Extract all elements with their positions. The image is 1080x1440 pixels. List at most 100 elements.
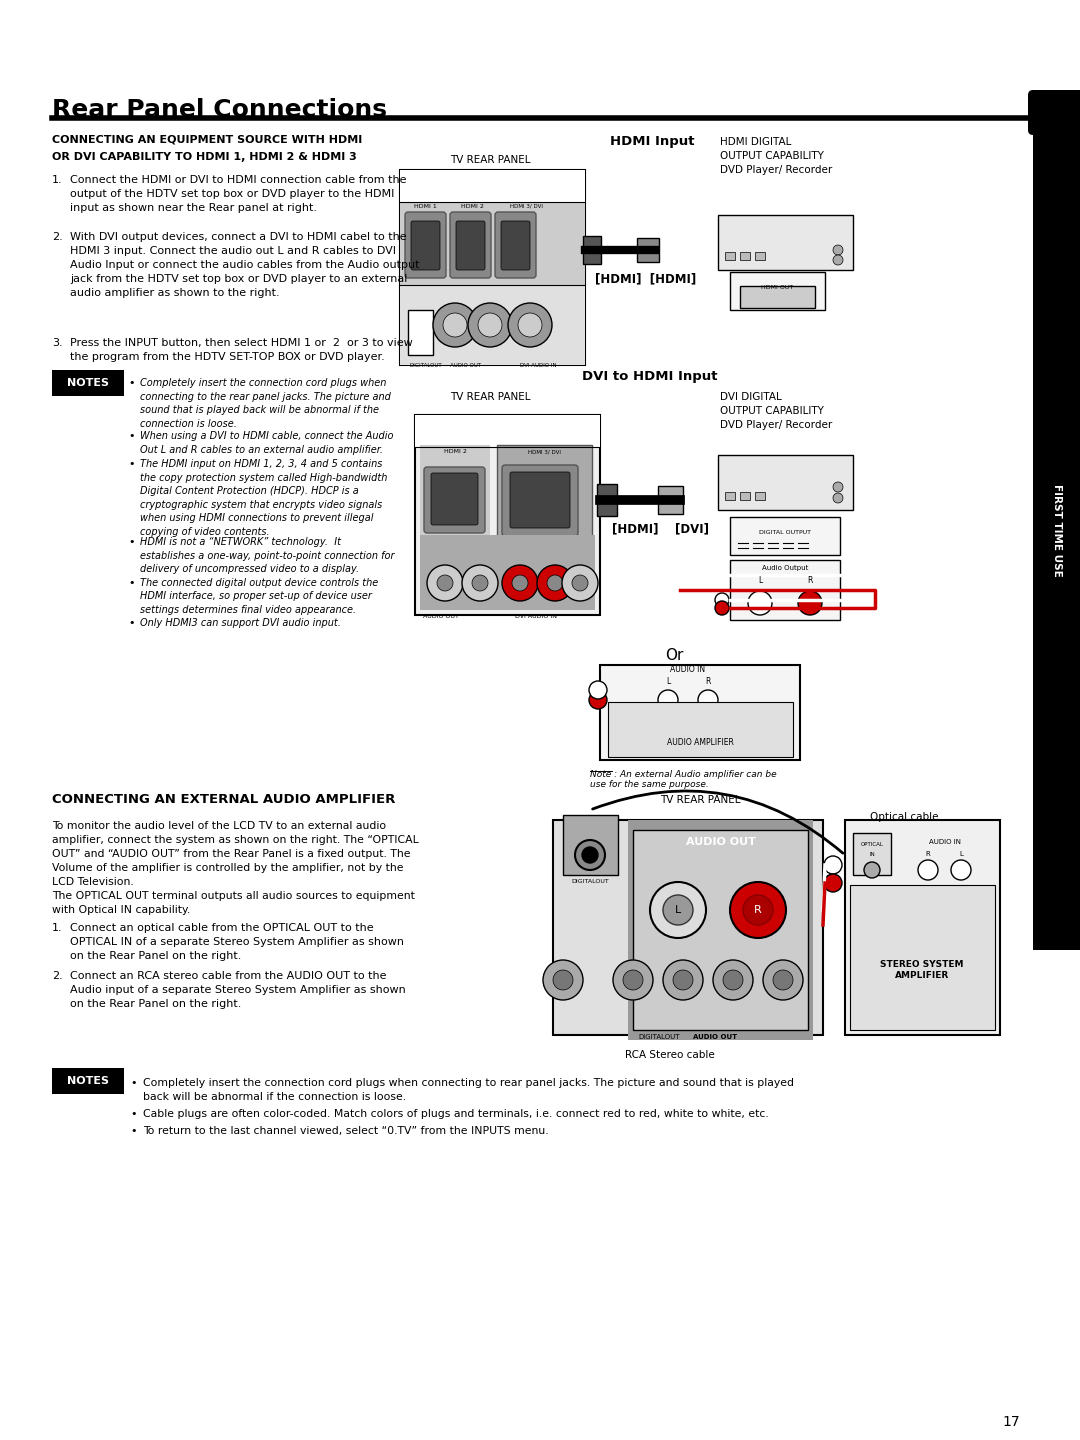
Circle shape [833, 482, 843, 492]
Bar [497, 445, 592, 540]
Text: FIRST TIME USE: FIRST TIME USE [1052, 484, 1062, 576]
Text: 17: 17 [1002, 1416, 1020, 1428]
Circle shape [864, 863, 880, 878]
FancyBboxPatch shape [1028, 89, 1080, 135]
Text: Only HDMI3 can support DVI audio input.: Only HDMI3 can support DVI audio input. [140, 618, 341, 628]
Circle shape [743, 896, 773, 924]
Text: •: • [130, 1126, 136, 1136]
Text: L: L [758, 576, 762, 585]
Text: R: R [808, 576, 812, 585]
Text: To monitor the audio level of the LCD TV to an external audio
amplifier, connect: To monitor the audio level of the LCD TV… [52, 821, 419, 914]
Circle shape [553, 971, 573, 991]
Bar [400, 170, 585, 364]
Text: DIGITALOUT: DIGITALOUT [638, 1034, 679, 1040]
Text: Connect an optical cable from the OPTICAL OUT to the
OPTICAL IN of a separate St: Connect an optical cable from the OPTICA… [70, 923, 404, 960]
Text: When using a DVI to HDMI cable, connect the Audio
Out L and R cables to an exter: When using a DVI to HDMI cable, connect … [140, 431, 393, 455]
Text: 2.: 2. [52, 232, 63, 242]
Circle shape [546, 575, 563, 590]
Bar [400, 202, 585, 285]
Text: HDMI 2: HDMI 2 [460, 204, 484, 209]
Bar [633, 829, 808, 1030]
Bar [755, 252, 765, 261]
Circle shape [443, 312, 467, 337]
Text: RCA Stereo cable: RCA Stereo cable [625, 1050, 715, 1060]
Circle shape [562, 564, 598, 600]
Text: DIGITALOUT: DIGITALOUT [410, 363, 443, 369]
Bar [608, 701, 793, 757]
Text: HDMI 1: HDMI 1 [414, 204, 436, 209]
Text: TV REAR PANEL: TV REAR PANEL [449, 156, 530, 166]
Circle shape [773, 971, 793, 991]
Text: •: • [129, 459, 135, 469]
Text: L: L [666, 677, 670, 685]
Text: Connect an RCA stereo cable from the AUDIO OUT to the
Audio input of a separate : Connect an RCA stereo cable from the AUD… [70, 971, 406, 1009]
Circle shape [715, 600, 729, 615]
Text: OR DVI CAPABILITY TO HDMI 1, HDMI 2 & HDMI 3: OR DVI CAPABILITY TO HDMI 1, HDMI 2 & HD… [52, 153, 356, 161]
Circle shape [918, 860, 939, 880]
Text: AUDIO OUT: AUDIO OUT [693, 1034, 738, 1040]
Text: DIGITAL OUTPUT: DIGITAL OUTPUT [759, 530, 811, 536]
Circle shape [713, 960, 753, 999]
Bar [725, 492, 735, 500]
Circle shape [798, 590, 822, 615]
Text: 1.: 1. [52, 176, 63, 184]
FancyBboxPatch shape [405, 212, 446, 278]
Circle shape [437, 575, 453, 590]
Circle shape [762, 960, 804, 999]
Bar [415, 415, 600, 615]
FancyBboxPatch shape [52, 1068, 124, 1094]
Bar [845, 819, 1000, 1035]
Bar [850, 886, 995, 1030]
Bar [600, 665, 800, 760]
Text: DIGITALOUT: DIGITALOUT [571, 878, 609, 884]
Circle shape [824, 874, 842, 891]
Bar [730, 272, 825, 310]
Text: •: • [130, 1109, 136, 1119]
FancyBboxPatch shape [456, 220, 485, 271]
Text: R: R [754, 904, 761, 914]
Text: Cable plugs are often color-coded. Match colors of plugs and terminals, i.e. con: Cable plugs are often color-coded. Match… [143, 1109, 769, 1119]
Text: NOTES: NOTES [67, 1076, 109, 1086]
Circle shape [663, 896, 693, 924]
Text: CONNECTING AN EXTERNAL AUDIO AMPLIFIER: CONNECTING AN EXTERNAL AUDIO AMPLIFIER [52, 793, 395, 806]
Text: DVI AUDIO IN: DVI AUDIO IN [519, 363, 556, 369]
Text: Note : An external Audio amplifier can be
use for the same purpose.: Note : An external Audio amplifier can b… [590, 770, 777, 789]
Bar [730, 517, 840, 554]
Bar [597, 484, 617, 516]
Circle shape [730, 881, 786, 937]
Bar [725, 252, 735, 261]
Circle shape [508, 302, 552, 347]
Circle shape [582, 847, 598, 863]
FancyBboxPatch shape [495, 212, 536, 278]
Circle shape [502, 564, 538, 600]
Bar [420, 536, 595, 611]
Text: CONNECTING AN EQUIPMENT SOURCE WITH HDMI: CONNECTING AN EQUIPMENT SOURCE WITH HDMI [52, 135, 362, 145]
Circle shape [658, 690, 678, 710]
Text: With DVI output devices, connect a DVI to HDMI cabel to the
HDMI 3 input. Connec: With DVI output devices, connect a DVI t… [70, 232, 419, 298]
Text: AUDIO OUT: AUDIO OUT [423, 613, 459, 619]
FancyBboxPatch shape [450, 212, 491, 278]
Circle shape [512, 575, 528, 590]
Circle shape [833, 492, 843, 503]
Bar [400, 285, 585, 364]
Bar [408, 310, 433, 356]
Bar [740, 492, 750, 500]
Text: •: • [129, 618, 135, 628]
Text: DVI AUDIO IN: DVI AUDIO IN [515, 613, 557, 619]
FancyBboxPatch shape [424, 467, 485, 533]
Bar [420, 445, 490, 536]
Circle shape [478, 312, 502, 337]
Circle shape [427, 564, 463, 600]
Bar [415, 415, 600, 446]
Bar [730, 560, 840, 621]
Text: To return to the last channel viewed, select “0.TV” from the INPUTS menu.: To return to the last channel viewed, se… [143, 1126, 549, 1136]
Text: Rear Panel Connections: Rear Panel Connections [52, 98, 387, 122]
Text: •: • [130, 1079, 136, 1089]
Bar [553, 819, 823, 1035]
Text: HDMI 3/ DVI: HDMI 3/ DVI [528, 449, 562, 454]
Circle shape [589, 691, 607, 708]
Text: L: L [675, 904, 681, 914]
Text: •: • [129, 537, 135, 547]
Text: HDMI is not a “NETWORK” technology.  It
establishes a one-way, point-to-point co: HDMI is not a “NETWORK” technology. It e… [140, 537, 394, 575]
Text: [DVI]: [DVI] [675, 521, 708, 536]
